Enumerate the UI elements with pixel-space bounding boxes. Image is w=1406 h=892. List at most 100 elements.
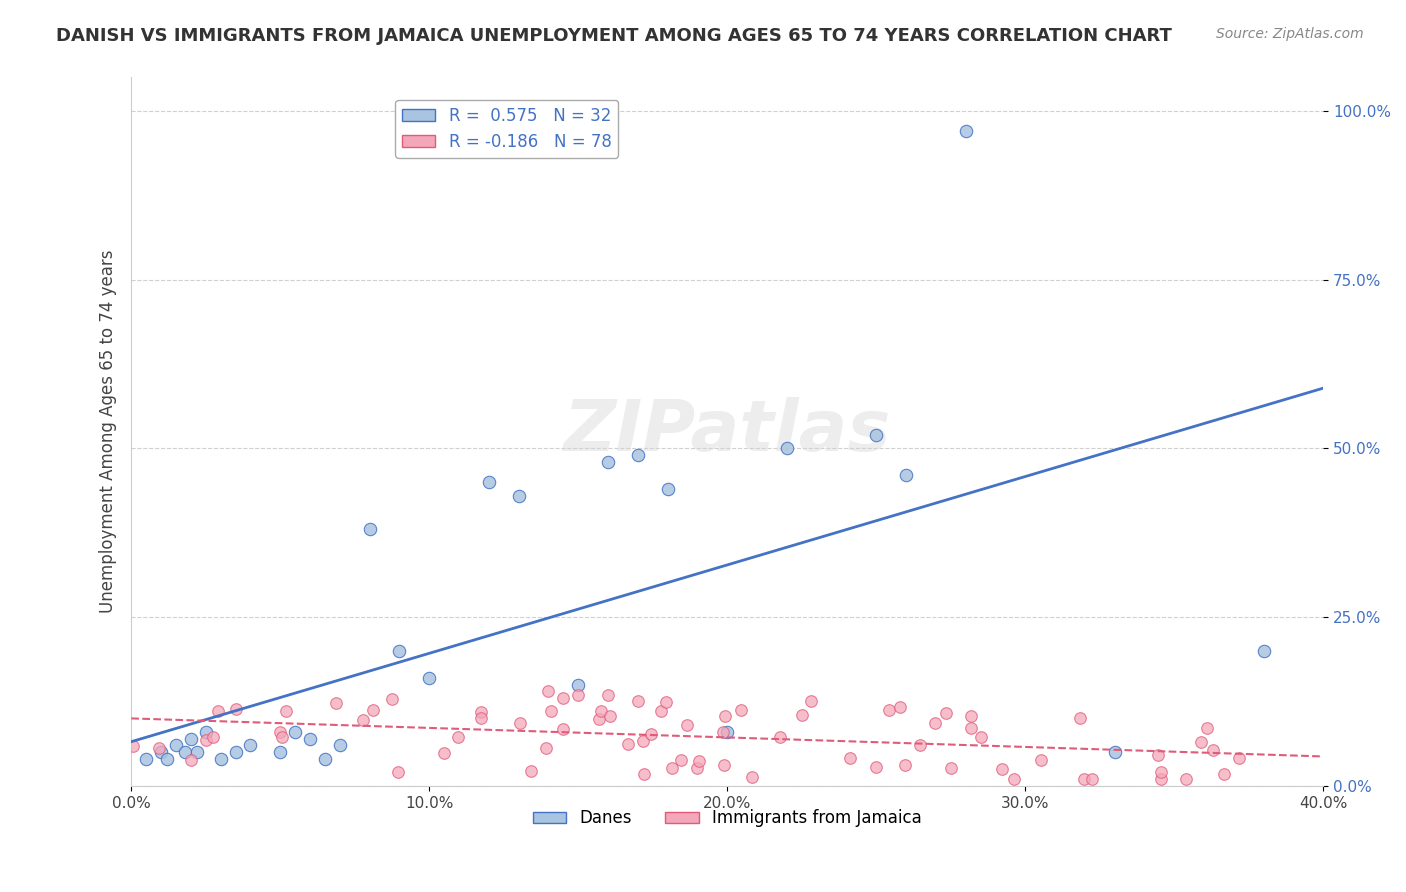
Immigrants from Jamaica bbox=[1227, 751, 1250, 765]
Danes bbox=[627, 448, 650, 462]
Immigrants from Jamaica bbox=[567, 688, 589, 702]
Danes bbox=[478, 475, 501, 490]
Immigrants from Jamaica bbox=[1150, 772, 1173, 786]
Immigrants from Jamaica bbox=[194, 732, 217, 747]
Immigrants from Jamaica bbox=[1069, 711, 1091, 725]
Immigrants from Jamaica bbox=[686, 761, 709, 775]
Immigrants from Jamaica bbox=[935, 706, 957, 720]
Immigrants from Jamaica bbox=[769, 730, 792, 744]
Immigrants from Jamaica bbox=[741, 770, 763, 784]
Danes bbox=[194, 724, 217, 739]
Immigrants from Jamaica bbox=[553, 691, 575, 706]
Immigrants from Jamaica bbox=[939, 761, 962, 775]
Immigrants from Jamaica bbox=[599, 709, 621, 723]
Immigrants from Jamaica bbox=[1202, 743, 1225, 757]
Immigrants from Jamaica bbox=[893, 758, 915, 772]
Immigrants from Jamaica bbox=[361, 703, 384, 717]
Danes bbox=[716, 724, 738, 739]
Y-axis label: Unemployment Among Ages 65 to 74 years: Unemployment Among Ages 65 to 74 years bbox=[100, 250, 117, 614]
Text: ZIPatlas: ZIPatlas bbox=[564, 397, 891, 467]
Danes bbox=[955, 124, 977, 138]
Immigrants from Jamaica bbox=[792, 708, 814, 723]
Immigrants from Jamaica bbox=[1081, 772, 1104, 786]
Danes bbox=[596, 455, 619, 469]
Text: Source: ZipAtlas.com: Source: ZipAtlas.com bbox=[1216, 27, 1364, 41]
Immigrants from Jamaica bbox=[633, 766, 655, 780]
Immigrants from Jamaica bbox=[990, 762, 1012, 776]
Immigrants from Jamaica bbox=[588, 712, 610, 726]
Danes bbox=[567, 677, 589, 691]
Text: DANISH VS IMMIGRANTS FROM JAMAICA UNEMPLOYMENT AMONG AGES 65 TO 74 YEARS CORRELA: DANISH VS IMMIGRANTS FROM JAMAICA UNEMPL… bbox=[56, 27, 1173, 45]
Danes bbox=[359, 523, 381, 537]
Immigrants from Jamaica bbox=[325, 696, 347, 710]
Immigrants from Jamaica bbox=[924, 716, 946, 731]
Immigrants from Jamaica bbox=[180, 753, 202, 767]
Danes bbox=[418, 671, 440, 685]
Immigrants from Jamaica bbox=[207, 704, 229, 718]
Immigrants from Jamaica bbox=[470, 711, 492, 725]
Immigrants from Jamaica bbox=[650, 704, 672, 718]
Danes bbox=[894, 468, 917, 483]
Immigrants from Jamaica bbox=[1174, 772, 1197, 786]
Danes bbox=[209, 752, 232, 766]
Immigrants from Jamaica bbox=[633, 733, 655, 747]
Danes bbox=[174, 745, 197, 759]
Danes bbox=[165, 739, 187, 753]
Immigrants from Jamaica bbox=[970, 731, 993, 745]
Immigrants from Jamaica bbox=[446, 731, 468, 745]
Immigrants from Jamaica bbox=[540, 704, 562, 718]
Immigrants from Jamaica bbox=[269, 724, 291, 739]
Immigrants from Jamaica bbox=[671, 753, 693, 767]
Immigrants from Jamaica bbox=[688, 754, 710, 768]
Immigrants from Jamaica bbox=[960, 709, 983, 723]
Immigrants from Jamaica bbox=[470, 705, 492, 719]
Immigrants from Jamaica bbox=[730, 703, 752, 717]
Immigrants from Jamaica bbox=[1004, 772, 1026, 786]
Immigrants from Jamaica bbox=[1197, 721, 1219, 735]
Immigrants from Jamaica bbox=[520, 764, 543, 779]
Immigrants from Jamaica bbox=[889, 700, 911, 714]
Immigrants from Jamaica bbox=[676, 718, 699, 732]
Danes bbox=[314, 752, 336, 766]
Immigrants from Jamaica bbox=[713, 725, 735, 739]
Immigrants from Jamaica bbox=[616, 737, 638, 751]
Immigrants from Jamaica bbox=[596, 688, 619, 702]
Immigrants from Jamaica bbox=[714, 708, 737, 723]
Immigrants from Jamaica bbox=[661, 761, 683, 775]
Immigrants from Jamaica bbox=[352, 713, 374, 727]
Immigrants from Jamaica bbox=[1031, 753, 1053, 767]
Danes bbox=[1104, 745, 1126, 759]
Legend: Danes, Immigrants from Jamaica: Danes, Immigrants from Jamaica bbox=[526, 803, 928, 834]
Danes bbox=[186, 745, 208, 759]
Immigrants from Jamaica bbox=[800, 694, 823, 708]
Immigrants from Jamaica bbox=[387, 764, 409, 779]
Danes bbox=[776, 442, 799, 456]
Danes bbox=[135, 752, 157, 766]
Danes bbox=[239, 739, 262, 753]
Danes bbox=[657, 482, 679, 496]
Immigrants from Jamaica bbox=[201, 730, 224, 744]
Danes bbox=[269, 745, 291, 759]
Immigrants from Jamaica bbox=[838, 751, 860, 765]
Immigrants from Jamaica bbox=[381, 692, 404, 706]
Danes bbox=[865, 428, 887, 442]
Danes bbox=[388, 644, 411, 658]
Immigrants from Jamaica bbox=[551, 722, 574, 736]
Immigrants from Jamaica bbox=[1150, 764, 1173, 779]
Danes bbox=[1253, 644, 1275, 658]
Danes bbox=[156, 752, 179, 766]
Immigrants from Jamaica bbox=[534, 741, 557, 756]
Immigrants from Jamaica bbox=[877, 703, 900, 717]
Danes bbox=[225, 745, 247, 759]
Immigrants from Jamaica bbox=[655, 695, 678, 709]
Immigrants from Jamaica bbox=[640, 727, 662, 741]
Danes bbox=[299, 731, 322, 746]
Immigrants from Jamaica bbox=[433, 747, 456, 761]
Immigrants from Jamaica bbox=[537, 684, 560, 698]
Danes bbox=[329, 739, 352, 753]
Immigrants from Jamaica bbox=[627, 694, 650, 708]
Immigrants from Jamaica bbox=[865, 760, 887, 774]
Immigrants from Jamaica bbox=[1146, 747, 1168, 762]
Immigrants from Jamaica bbox=[271, 730, 294, 744]
Immigrants from Jamaica bbox=[1191, 735, 1213, 749]
